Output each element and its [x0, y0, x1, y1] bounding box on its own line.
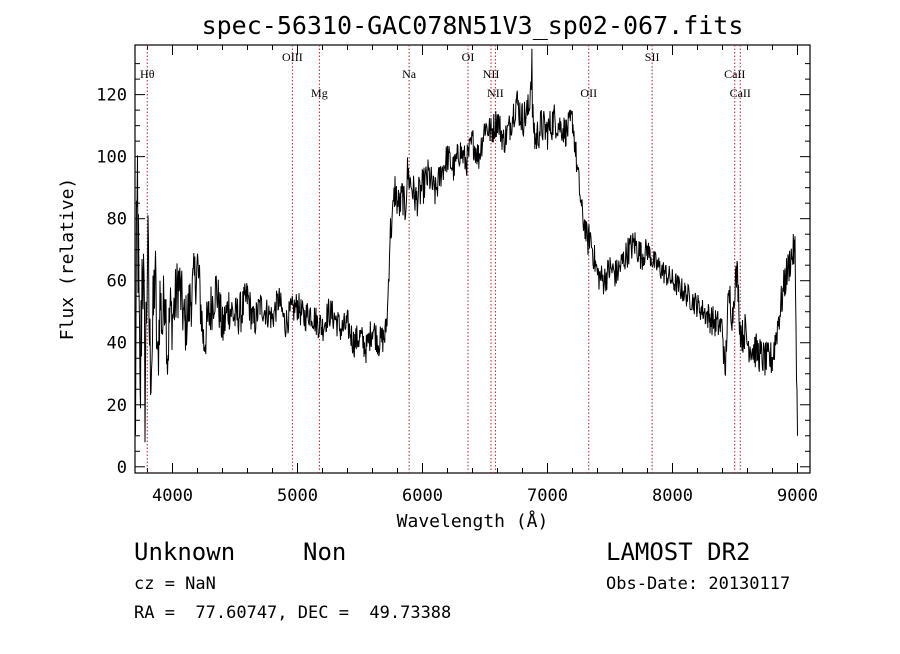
- y-tick-label: 20: [107, 396, 127, 416]
- y-tick-label: 120: [96, 86, 127, 106]
- spectral-line-label: OII: [580, 86, 597, 100]
- spectrum-line: [134, 48, 798, 443]
- spectral-line-label: OI: [462, 50, 475, 64]
- spectral-line-label: OIII: [282, 50, 303, 64]
- x-tick-label: 5000: [277, 486, 318, 506]
- spectral-line-label: Na: [402, 67, 417, 81]
- chart-title: spec-56310-GAC078N51V3_sp02-067.fits: [202, 11, 744, 40]
- y-axis-label: Flux (relative): [57, 178, 78, 341]
- x-tick-label: 4000: [152, 486, 193, 506]
- object-subclass: Non: [303, 538, 347, 566]
- survey-name: LAMOST DR2: [606, 538, 751, 566]
- spectral-line-label: NII: [487, 86, 504, 100]
- coordinates: RA = 77.60747, DEC = 49.73388: [134, 603, 452, 623]
- y-tick-label: 60: [107, 272, 127, 292]
- redshift-cz: cz = NaN: [134, 574, 216, 594]
- y-tick-label: 100: [96, 148, 127, 168]
- x-tick-label: 6000: [402, 486, 443, 506]
- spectral-line-label: Hθ: [140, 67, 155, 81]
- y-tick-label: 40: [107, 334, 127, 354]
- spectral-line-label: Mg: [311, 86, 328, 100]
- spectral-line-label: CaII: [724, 67, 745, 81]
- x-tick-label: 9000: [777, 486, 818, 506]
- observation-date: Obs-Date: 20130117: [606, 574, 791, 594]
- spectral-line-label: NII: [483, 67, 500, 81]
- y-tick-label: 0: [117, 458, 127, 478]
- spectral-line-label: SII: [645, 50, 660, 64]
- x-axis-label: Wavelength (Å): [397, 510, 549, 532]
- object-class: Unknown: [134, 538, 236, 566]
- x-tick-label: 7000: [527, 486, 568, 506]
- spectral-line-label: CaII: [730, 86, 751, 100]
- plot-frame: [134, 44, 811, 474]
- x-tick-label: 8000: [652, 486, 693, 506]
- y-tick-label: 80: [107, 210, 127, 230]
